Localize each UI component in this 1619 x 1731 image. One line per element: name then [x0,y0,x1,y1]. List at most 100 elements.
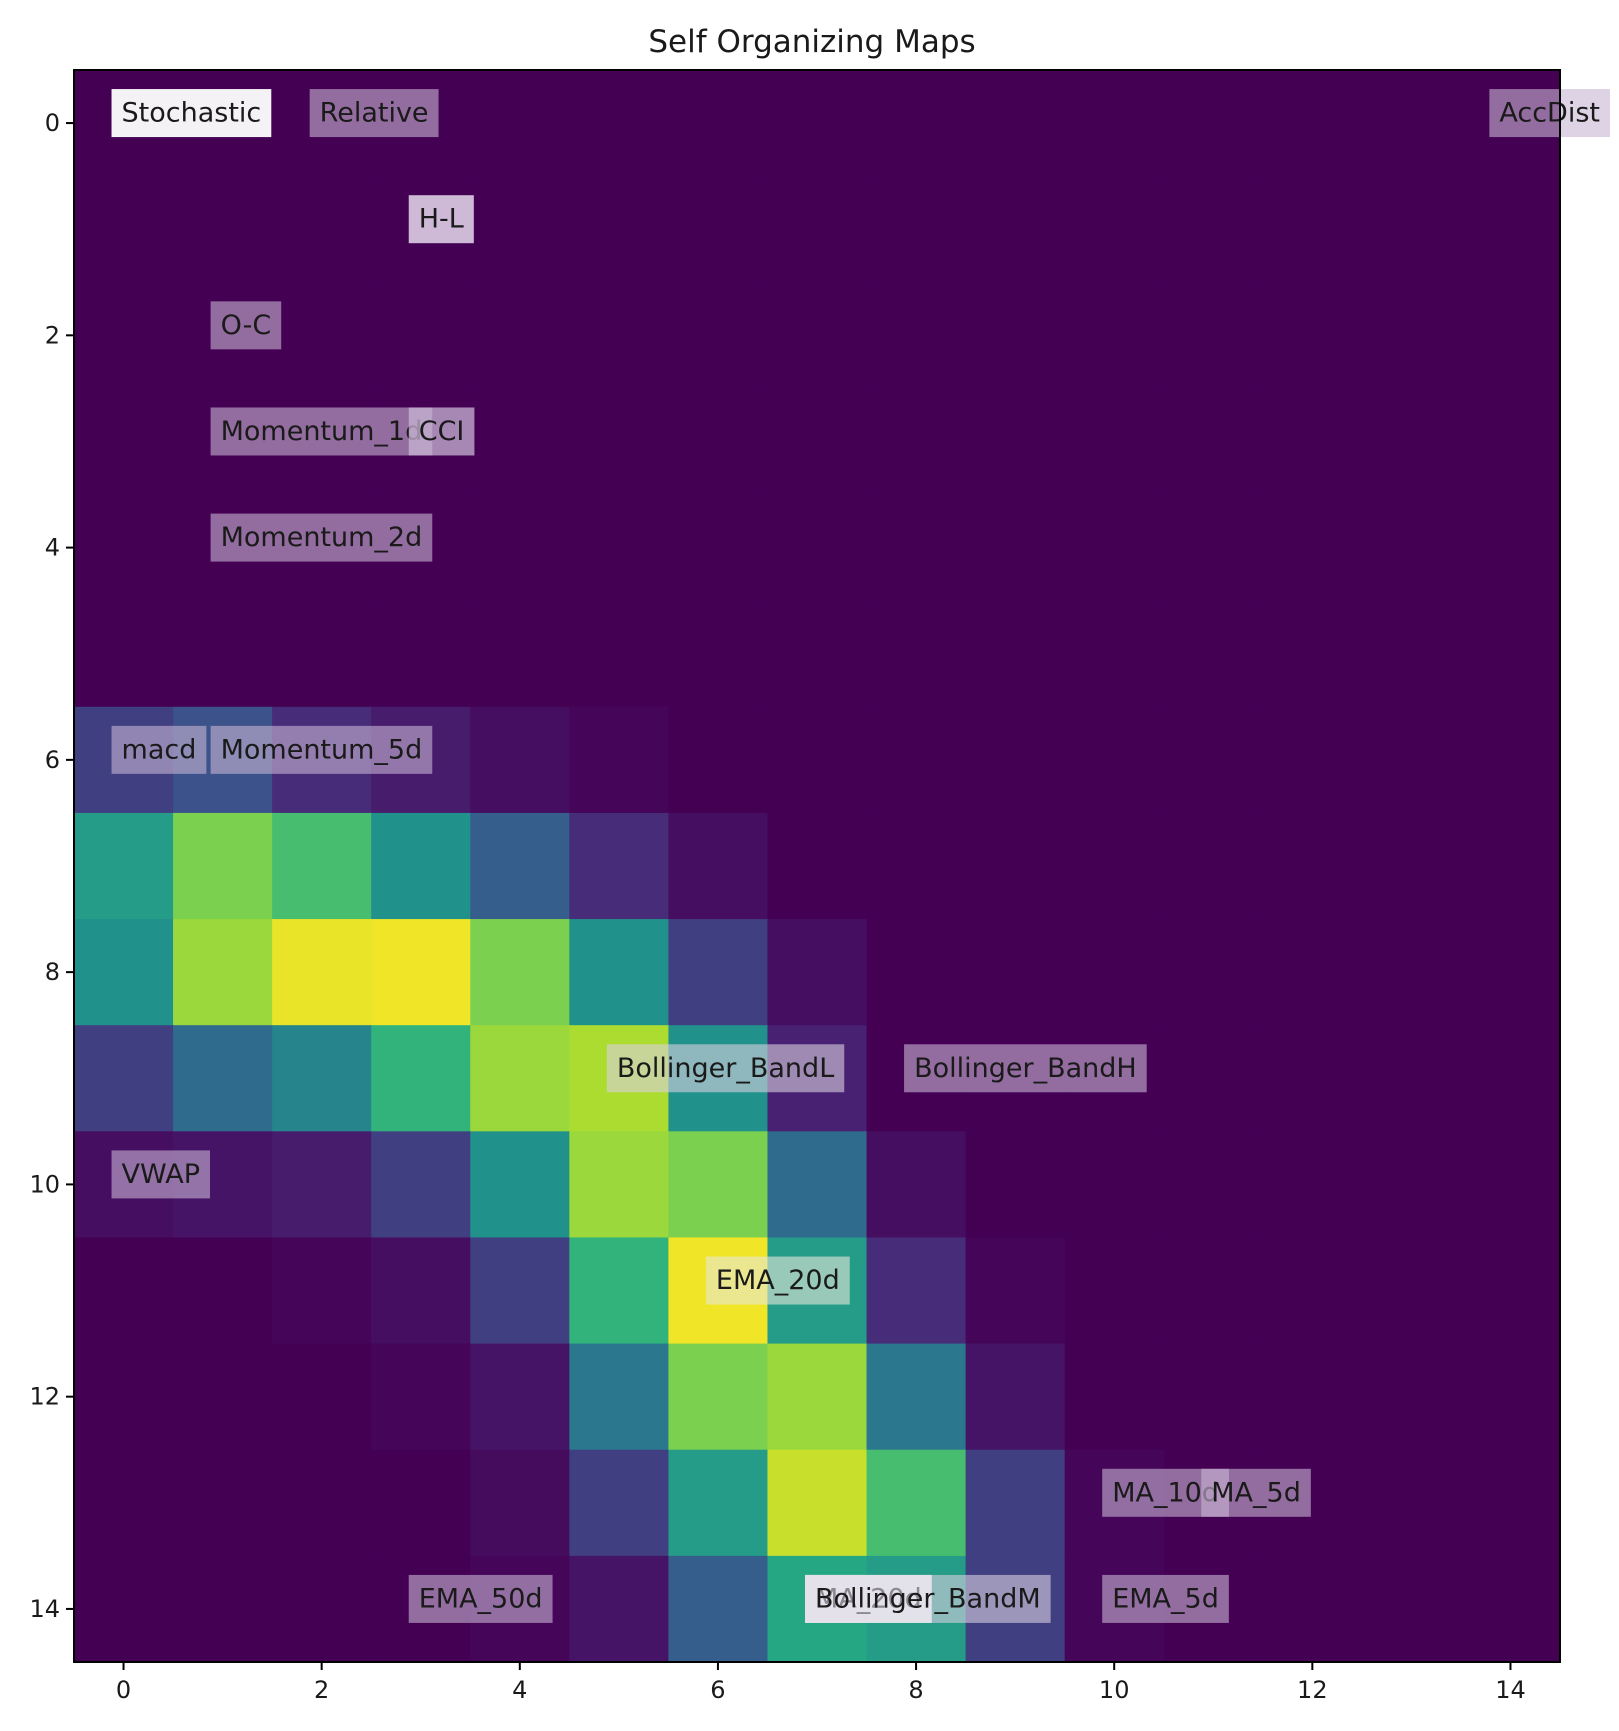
heatmap-cell [470,70,570,177]
heatmap-cell [1361,1237,1462,1345]
node-label-box [111,1150,210,1199]
heatmap-cell [74,282,174,389]
chart-title: Self Organizing Maps [648,24,975,60]
x-tick-label: 10 [1099,1676,1130,1704]
heatmap-cell [668,176,769,283]
heatmap-cell [1460,812,1561,920]
heatmap-cell [1064,1237,1165,1345]
heatmap-cell [866,282,967,389]
y-tick-label: 8 [45,958,60,986]
heatmap-cell [470,1449,570,1557]
node-label-text: Relative [320,98,429,129]
heatmap-cell [1262,919,1363,1026]
heatmap-cell [74,388,174,496]
heatmap-cell [569,388,669,496]
node-label: O-C [210,301,282,350]
heatmap-cell [1262,176,1363,283]
heatmap-cell [668,388,769,496]
heatmap-cell [1460,600,1561,708]
heatmap-cell [866,70,967,177]
heatmap-cell [1064,1131,1165,1239]
node-label-box [210,301,282,350]
heatmap-cell [965,1131,1066,1239]
heatmap-cell [569,1343,669,1451]
heatmap-cell [470,1343,570,1451]
heatmap-cell [272,600,372,708]
node-label-text: MA_10d [1112,1477,1219,1508]
heatmap-cell [767,1131,868,1239]
heatmap-cell [1262,1237,1363,1345]
node-label-text: MA_5d [1211,1477,1301,1508]
heatmap-cell [1163,1131,1264,1239]
heatmap-cell [470,388,570,496]
y-tick-label: 2 [45,321,60,349]
heatmap-cell [668,282,769,389]
heatmap-cell [1460,1131,1561,1239]
heatmap-cell [569,812,669,920]
y-tick-label: 4 [45,534,60,562]
node-label-box [408,195,474,244]
node-label-box [606,1044,845,1093]
heatmap-cell [569,1555,669,1663]
heatmap-cell [1163,282,1264,389]
heatmap-cell [569,1131,669,1239]
heatmap-cell [173,1025,273,1132]
heatmap-cell [1262,1025,1363,1132]
heatmap-cell [668,1131,769,1239]
x-tick-label: 0 [116,1676,131,1704]
node-label-text: CCI [419,416,465,447]
y-tick-label: 6 [45,746,60,774]
heatmap-cell [470,282,570,389]
heatmap-cell [371,282,471,389]
heatmap-cell [272,812,372,920]
heatmap-cell [767,919,868,1026]
heatmap-cell [173,1449,273,1557]
heatmap-cell [470,919,570,1026]
heatmap-cell [668,600,769,708]
heatmap-cell [272,1555,372,1663]
heatmap-cell [866,494,967,602]
heatmap-cell [668,919,769,1026]
x-tick-label: 6 [710,1676,725,1704]
heatmap-cell [371,1237,471,1345]
node-label-text: EMA_5d [1112,1583,1219,1614]
heatmap-cell [1361,1025,1462,1132]
heatmap-cell [1163,1343,1264,1451]
heatmap-cell [866,919,967,1026]
heatmap-cell [1163,812,1264,920]
heatmap-cell [1262,706,1363,814]
heatmap-cell [1460,1237,1561,1345]
heatmap-cell [569,1449,669,1557]
node-label: Momentum_2d [210,513,433,562]
heatmap-cell [767,706,868,814]
plot-frame [73,69,1561,1663]
heatmap-cell [965,70,1066,177]
x-tick-label: 4 [512,1676,527,1704]
node-label: Relative [309,89,439,138]
heatmap-cell [1460,919,1561,1026]
heatmap-cell [767,176,868,283]
heatmap-cell [371,1449,471,1557]
heatmap-cell [371,1131,471,1239]
heatmap-cell [767,600,868,708]
heatmap-cell [1460,176,1561,283]
heatmap-cell [767,70,868,177]
heatmap-cell [1064,706,1165,814]
heatmap-cell [767,494,868,602]
node-label: VWAP [111,1150,210,1199]
node-label-text: EMA_50d [419,1583,543,1614]
node-label-text: Bollinger_BandM [815,1583,1041,1614]
heatmap-cell [74,1343,174,1451]
node-label-text: Bollinger_BandH [914,1053,1137,1084]
heatmap-cell [1361,1449,1462,1557]
heatmap-cell [1460,494,1561,602]
heatmap-cell [272,1237,372,1345]
heatmap-cell [965,1343,1066,1451]
node-label-box [904,1044,1147,1093]
heatmap-cell [470,494,570,602]
heatmap-cell [470,1131,570,1239]
node-label: EMA_20d [705,1256,850,1305]
node-label-text: AccDist [1499,98,1600,129]
heatmap-cell [767,282,868,389]
node-label: EMA_5d [1102,1574,1229,1623]
